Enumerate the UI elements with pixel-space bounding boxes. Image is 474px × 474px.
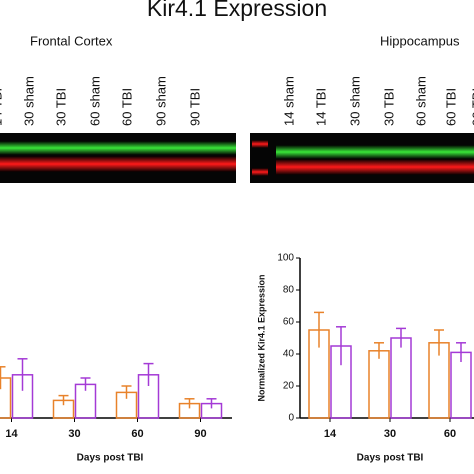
bar — [390, 337, 412, 419]
lane-label: 14 TBI — [0, 88, 4, 126]
panel-label: Frontal Cortex — [30, 33, 113, 48]
lane-label: 90 sham — [153, 76, 168, 126]
y-tick-label: 40 — [283, 349, 295, 360]
x-tick-label: 90 — [194, 428, 206, 440]
y-tick-label: 60 — [283, 317, 295, 328]
blot — [0, 133, 236, 183]
blot — [250, 133, 474, 183]
lane-label: 14 TBI — [313, 88, 328, 126]
bar — [368, 350, 390, 419]
lane-label: 14 sham — [281, 76, 296, 126]
figure-title: Kir4.1 Expression — [147, 0, 327, 21]
y-tick-label: 80 — [283, 285, 295, 296]
y-axis-label: Normalized Kir4.1 Expression — [256, 274, 266, 401]
lane-label: 60 TBI — [443, 88, 458, 126]
lane-label: 90 TBI — [187, 88, 202, 126]
x-axis-label: Days post TBI — [357, 453, 424, 464]
lane-label: 30 TBI — [381, 88, 396, 126]
lane-label: 90 TBI — [469, 88, 474, 126]
x-axis-label: Days post TBI — [77, 453, 144, 464]
bar — [0, 377, 12, 419]
y-tick-label: 20 — [283, 381, 295, 392]
x-tick-label: 30 — [68, 428, 80, 440]
x-tick-label: 60 — [131, 428, 143, 440]
y-tick-label: 0 — [288, 413, 294, 424]
y-tick-label: 100 — [277, 253, 294, 264]
x-tick-label: 60 — [444, 428, 456, 440]
lane-label: 60 TBI — [119, 88, 134, 126]
x-tick-label: 14 — [5, 428, 18, 440]
lane-label: 30 sham — [21, 76, 36, 126]
x-tick-label: 30 — [384, 428, 396, 440]
panel-label: Hippocampus — [380, 33, 460, 48]
lane-label: 60 sham — [87, 76, 102, 126]
lane-label: 30 TBI — [53, 88, 68, 126]
lane-label: 30 sham — [347, 76, 362, 126]
x-tick-label: 14 — [324, 428, 337, 440]
bar — [450, 351, 472, 419]
lane-label: 60 sham — [413, 76, 428, 126]
